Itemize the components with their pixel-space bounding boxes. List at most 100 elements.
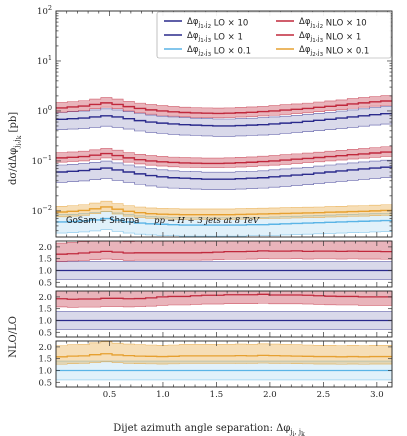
legend-text-part: Δφ <box>299 45 311 55</box>
legend-text-part: Δφ <box>187 17 199 27</box>
legend-text-part: 3 <box>320 38 324 44</box>
legend-text-part: ,j <box>204 21 208 29</box>
y-tick-label: 10−1 <box>32 154 52 167</box>
ratio-y-tick-label: 2.0 <box>38 243 52 253</box>
legend-text-part: LO × 0.1 <box>211 47 251 57</box>
legend-text-part: ,j <box>316 35 320 43</box>
legend-text-part: 3 <box>208 52 212 58</box>
legend-text-part: j <box>197 21 200 29</box>
legend-text-part: j <box>309 21 312 29</box>
annotation-generator: GoSam + Sherpa <box>66 216 139 226</box>
ratio-panel-j2j3: 0.51.01.52.00.5 1.0 1.5 2.0 2.5 3.0 <box>38 340 393 400</box>
ratio-panel-j1j3: 0.5 1.01.5 2.0 <box>38 290 393 338</box>
legend-text-part: j <box>197 49 200 57</box>
annotation-process: pp → H + 3 jets at 8 TeV <box>154 216 260 226</box>
main-ylabel-comma: ,j <box>13 139 21 143</box>
legend-text-part: 2 <box>200 52 204 58</box>
x-tick-label: 2.5 <box>317 390 331 400</box>
main-frame <box>55 10 393 238</box>
legend-text-part: NLO × 10 <box>323 19 367 29</box>
main-ylabel-subsub2: k <box>16 135 23 139</box>
legend-text-part: 1 <box>200 24 204 30</box>
legend-text-part: j <box>197 35 200 43</box>
ratio-y-tick-label: 1.5 <box>38 305 52 315</box>
x-tick-label: 3.0 <box>370 390 384 400</box>
legend-text-part: Δφ <box>299 31 311 41</box>
ratio-frame <box>55 240 393 288</box>
ratio-nlo-line <box>56 353 393 358</box>
line-j1j3-nlo <box>56 151 393 165</box>
legend-text-part: ,j <box>204 35 208 43</box>
x-tick-label: 1.5 <box>210 390 224 400</box>
legend-entry-j2j3-lo: Δφj2,j3 LO × 0.1 <box>187 45 251 58</box>
legend-text-part: Δφ <box>187 31 199 41</box>
line-j1j2-nlo <box>56 100 393 115</box>
main-ylabel-sub: j <box>13 146 21 149</box>
legend-text-part: 2 <box>208 24 212 30</box>
ratio-y-axis-label: NLO/LO <box>8 316 19 358</box>
legend-text-part: ,j <box>316 21 320 29</box>
y-tick-exponent: 2 <box>48 4 52 12</box>
y-tick-label: 101 <box>37 54 52 67</box>
ratio-nlo-line <box>56 250 393 255</box>
ratio-y-tick-label: 2.0 <box>38 343 52 353</box>
ratio-y-tick-label: 1.5 <box>38 355 52 365</box>
ratio-nlo-band <box>55 341 393 365</box>
legend-entry-j1j2-nlo: Δφj1,j2 NLO × 10 <box>299 17 367 30</box>
main-ylabel-prefix: dσ/dΔφ <box>8 148 19 185</box>
ratio-panel-j1j2: 0.5 1.01.5 2.0 <box>38 240 393 288</box>
line-j1j3-lo <box>56 166 393 180</box>
x-tick-label: 1.0 <box>156 390 170 400</box>
xlabel-subsub2: k <box>301 431 305 436</box>
main-ylabel-subsub1: i <box>16 144 23 146</box>
y-tick-exponent: 0 <box>48 104 52 112</box>
x-axis-label: Dijet azimuth angle separation: Δφji, jk <box>113 423 305 436</box>
ratio-y-tick-label: 2.0 <box>38 293 52 303</box>
main-y-axis-label: dσ/dΔφji,jk [pb] <box>8 112 23 185</box>
legend-text-part: j <box>309 35 312 43</box>
main-ylabel-unit: [pb] <box>8 112 19 136</box>
ratio-y-tick-label: 1.0 <box>38 266 52 276</box>
ratio-y-tick-label: 1.0 <box>38 366 52 376</box>
xlabel-sub: j <box>289 428 292 436</box>
ratio-nlo-line <box>56 293 393 300</box>
ratio-frame <box>55 290 393 338</box>
legend-text-part: Δφ <box>299 17 311 27</box>
legend-text-part: 3 <box>208 38 212 44</box>
xlabel-comma: , j <box>294 428 301 436</box>
line-j1j2-lo <box>56 113 393 127</box>
ratio-y-tick-label: 0.5 <box>38 328 52 338</box>
legend-text-part: 2 <box>312 52 316 58</box>
legend-text-part: 2 <box>320 24 324 30</box>
legend-text-part: 1 <box>312 24 316 30</box>
y-tick-exponent: −1 <box>42 154 52 162</box>
y-tick-label: 100 <box>37 104 52 117</box>
legend-entry-j1j3-nlo: Δφj1,j3 NLO × 1 <box>299 31 361 44</box>
ratio-y-tick-label: 1.0 <box>38 316 52 326</box>
x-tick-label: 2.0 <box>263 390 277 400</box>
ratio-panels: 0.51.01.52.00.51.01.52.00.51.01.52.00.5 1… <box>38 240 393 400</box>
legend-entry-j1j2-lo: Δφj1,j2 LO × 10 <box>187 17 248 30</box>
xlabel-subsub1: i <box>293 431 295 436</box>
x-tick-label: 0.5 <box>103 390 117 400</box>
ratio-y-tick-label: 1.5 <box>38 255 52 265</box>
legend-box <box>156 11 392 59</box>
legend-text-part: LO × 10 <box>211 19 248 29</box>
y-tick-label: 102 <box>37 4 52 17</box>
y-tick-exponent: 1 <box>48 54 52 62</box>
ratio-frame <box>55 340 393 388</box>
line-j2j3-nlo <box>56 206 393 216</box>
legend-entry-j2j3-nlo: Δφj2,j3 NLO × 0.1 <box>299 45 369 58</box>
legend-text-part: ,j <box>204 49 208 57</box>
legend-entry-j1j3-lo: Δφj1,j3 LO × 1 <box>187 31 243 44</box>
legend-text-part: j <box>309 49 312 57</box>
ratio-y-tick-label: 0.5 <box>38 378 52 388</box>
legend-text-part: 3 <box>320 52 324 58</box>
legend-text-part: NLO × 0.1 <box>323 47 369 57</box>
legend-text-part: LO × 1 <box>211 33 243 43</box>
legend-text-part: NLO × 1 <box>323 33 361 43</box>
legend-text-part: 1 <box>312 38 316 44</box>
legend-text-part: ,j <box>316 49 320 57</box>
